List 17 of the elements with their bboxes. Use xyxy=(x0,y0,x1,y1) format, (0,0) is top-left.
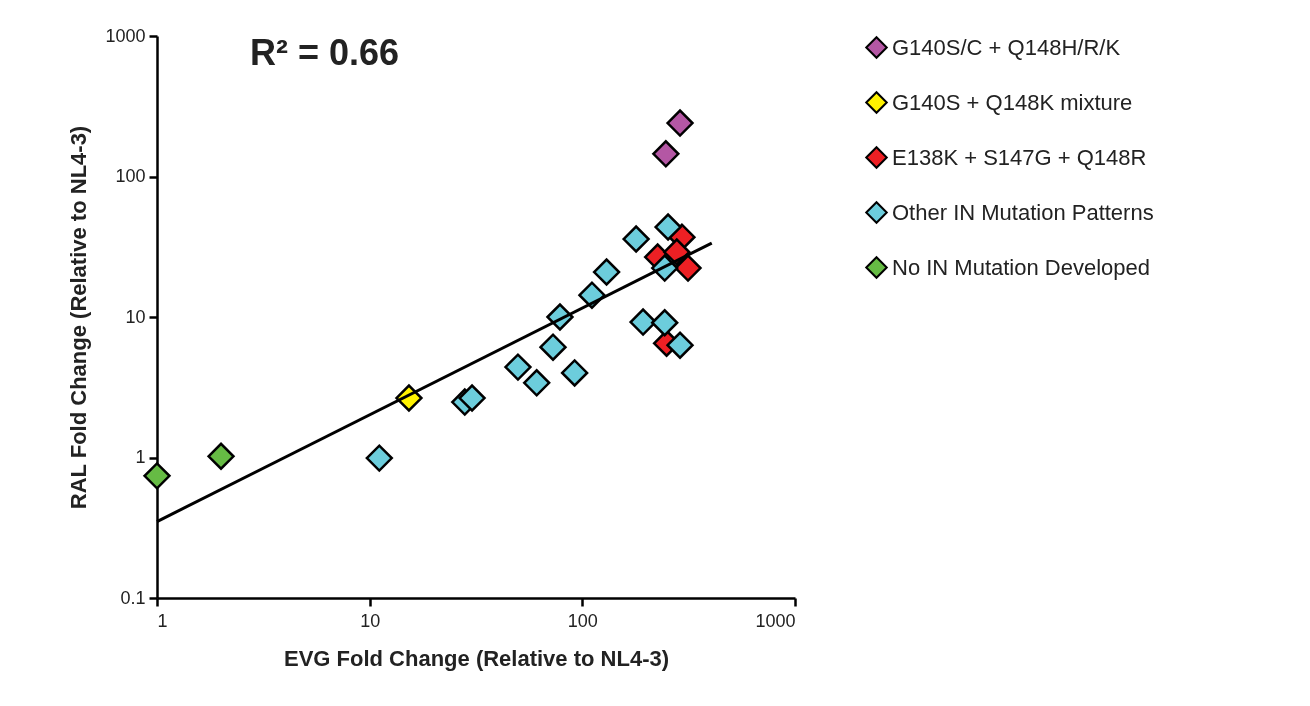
y-axis-title: RAL Fold Change (Relative to NL4-3) xyxy=(66,125,92,510)
x-tick-label: 1000 xyxy=(755,610,796,631)
annotation: R² = 0.66 xyxy=(250,32,400,73)
x-tick-label: 10 xyxy=(360,610,381,631)
y-tick-label: 1 xyxy=(135,447,146,467)
y-tick-label: 0.1 xyxy=(120,587,146,608)
x-tick-label: 1 xyxy=(157,610,168,631)
legend-label: Other IN Mutation Patterns xyxy=(892,199,1154,225)
y-tick-label: 1000 xyxy=(105,25,146,46)
y-tick-label: 100 xyxy=(115,166,146,186)
legend-label: G140S + Q148K mixture xyxy=(892,89,1133,115)
legend-label: G140S/C + Q148H/R/K xyxy=(892,34,1121,60)
y-tick-label: 10 xyxy=(125,306,146,327)
x-tick-label: 100 xyxy=(567,610,598,631)
legend-label: No IN Mutation Developed xyxy=(892,254,1151,280)
x-axis-title: EVG Fold Change (Relative to NL4-3) xyxy=(283,645,670,671)
legend-label: E138K + S147G + Q148R xyxy=(892,144,1147,170)
